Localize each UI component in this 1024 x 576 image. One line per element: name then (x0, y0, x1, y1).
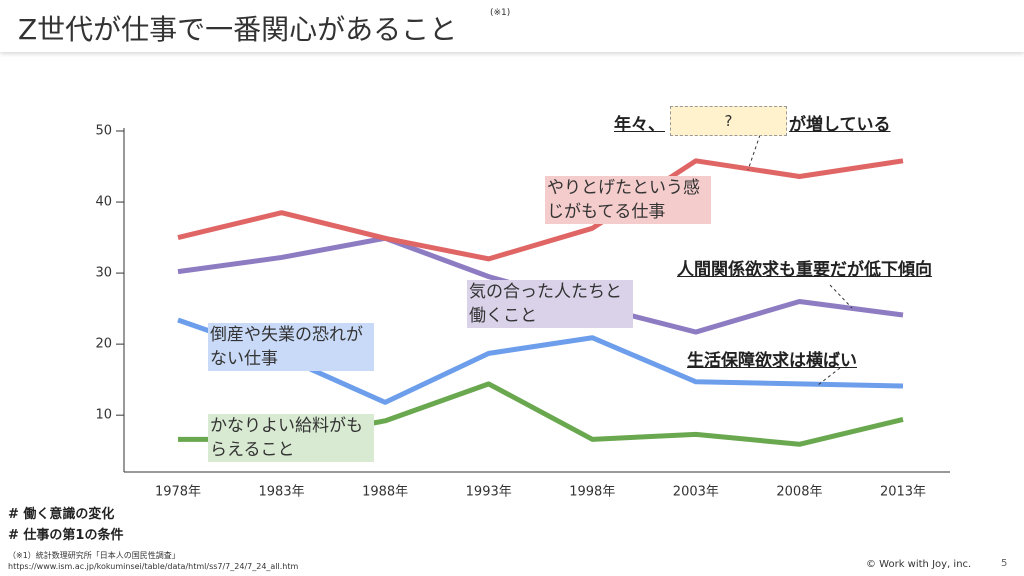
title-bar (0, 0, 1024, 52)
x-tick-label: 1993年 (466, 485, 512, 500)
series-label: 倒産や失業の恐れがない仕事 (208, 323, 374, 371)
note: # 働く意識の変化 (8, 507, 115, 522)
footnote-url: https://www.ism.ac.jp/kokuminsei/table/d… (8, 562, 299, 571)
leader-line (817, 367, 841, 386)
y-tick-label: 30 (95, 266, 112, 281)
series-label: 気の合った人たちと働くこと (467, 280, 633, 328)
footnote: （※1）統計数理研究所「日本人の国民性調査」 (8, 551, 180, 560)
x-tick-label: 2003年 (673, 485, 719, 500)
annotation: 人間関係欲求も重要だが低下傾向 (677, 260, 932, 280)
leader-line (747, 134, 761, 171)
x-tick-label: 2013年 (880, 485, 926, 500)
y-tick-label: 20 (95, 337, 112, 352)
x-tick-label: 1978年 (155, 485, 201, 500)
x-tick-label: 1983年 (259, 485, 305, 500)
annotation: 年々、 (614, 115, 665, 135)
annotation: 生活保障欲求は横ばい (687, 351, 857, 371)
copyright: © Work with Joy, inc. (866, 559, 972, 570)
annotation: が増している (789, 115, 891, 135)
title: Z世代が仕事で一番関心があること (18, 13, 458, 46)
x-tick-label: 2008年 (776, 485, 822, 500)
y-tick-label: 10 (95, 408, 112, 423)
leader-line (829, 284, 853, 309)
x-tick-label: 1988年 (362, 485, 408, 500)
title-note: (※1) (490, 8, 511, 18)
series-label: かなりよい給料がもらえること (208, 414, 374, 462)
series-line (177, 158, 904, 262)
page-number: 5 (1001, 558, 1008, 569)
y-tick-label: 50 (95, 124, 112, 139)
annotation-blank: ? (670, 106, 787, 136)
x-tick-label: 1998年 (569, 485, 615, 500)
y-tick-label: 40 (95, 195, 112, 210)
note: # 仕事の第1の条件 (8, 528, 124, 543)
series-label: やりとげたという感じがもてる仕事 (545, 176, 711, 224)
